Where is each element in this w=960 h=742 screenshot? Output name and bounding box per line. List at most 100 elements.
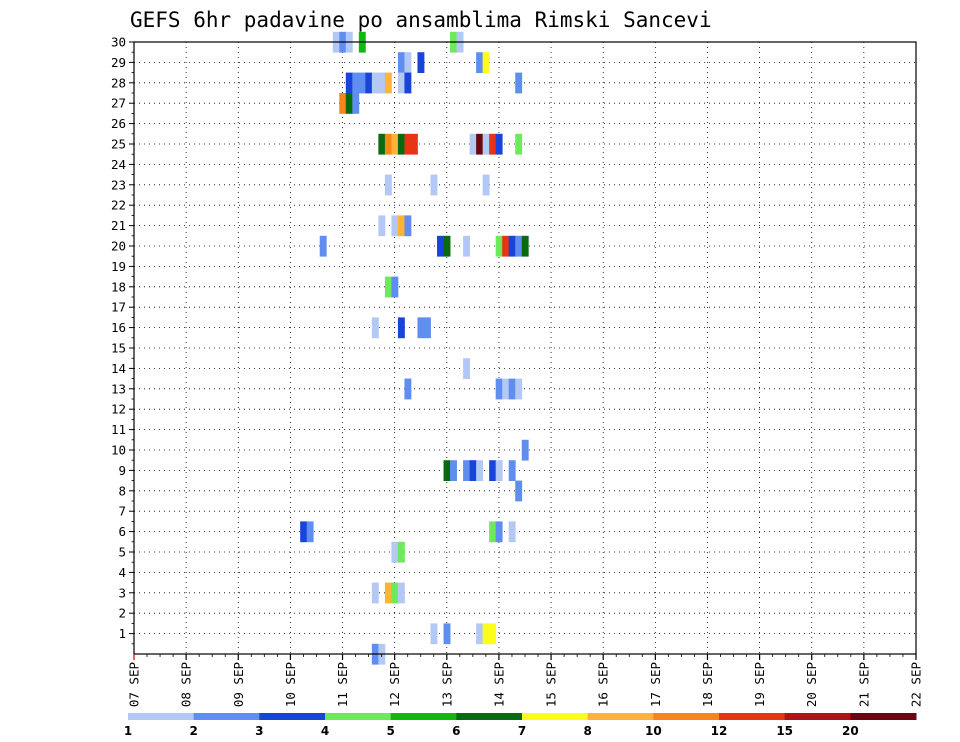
y-tick-label: 12	[111, 402, 126, 417]
y-tick-label: 10	[111, 443, 126, 458]
y-tick-label: 17	[111, 300, 126, 315]
heatmap-cell	[508, 460, 516, 481]
x-tick-label: 09 SEP	[231, 662, 246, 707]
legend-swatch	[456, 713, 523, 720]
legend-label: 12	[711, 724, 728, 738]
heatmap-cell	[450, 460, 457, 481]
heatmap-cell	[352, 93, 360, 114]
x-tick-label: 14 SEP	[491, 662, 506, 707]
heatmap-cell	[397, 582, 405, 604]
heatmap-cell	[371, 582, 379, 604]
heatmap-cell	[476, 133, 484, 155]
y-tick-label: 16	[111, 320, 126, 335]
heatmap-cell	[495, 378, 503, 400]
x-tick-label: 21 SEP	[856, 662, 871, 707]
legend-swatch	[128, 713, 195, 720]
heatmap-cell	[495, 235, 503, 257]
color-legend: 1 2 3 4 5 6 7 8 10 12 15 20	[124, 713, 917, 738]
legend-swatch	[325, 713, 392, 720]
heatmap-cell	[521, 439, 529, 461]
heatmap-cell	[391, 276, 399, 298]
heatmap-cell	[437, 235, 444, 257]
x-tick-label: 16 SEP	[596, 662, 611, 707]
heatmap-cell	[430, 623, 438, 645]
heatmap-cell	[397, 52, 405, 73]
heatmap-cell	[384, 582, 392, 604]
heatmap-cell	[378, 72, 386, 94]
heatmap-cell	[495, 133, 503, 155]
heatmap-cell	[391, 582, 399, 604]
y-tick-label: 15	[111, 341, 126, 356]
y-tick-label: 18	[111, 279, 126, 294]
heatmap-cell	[319, 235, 327, 257]
heatmap-cell	[508, 235, 516, 257]
heatmap-cell	[371, 317, 379, 339]
heatmap-cell	[502, 235, 510, 257]
heatmap-cell	[397, 72, 405, 94]
heatmap-cell	[495, 460, 503, 481]
legend-label: 15	[776, 724, 793, 738]
heatmap-cell	[417, 317, 425, 339]
y-tick-label: 8	[118, 483, 126, 498]
heatmap-cell	[463, 460, 471, 481]
legend-swatch	[850, 713, 917, 720]
y-tick-label: 11	[111, 422, 126, 437]
y-tick-label: 28	[111, 75, 126, 90]
legend-label: 8	[583, 724, 591, 738]
legend-label: 10	[645, 724, 662, 738]
heatmap-cell	[339, 93, 347, 114]
heatmap-cell	[404, 72, 412, 94]
heatmap-cell	[358, 72, 366, 94]
heatmap-cell	[378, 215, 386, 237]
heatmap-cell	[489, 623, 497, 645]
x-tick-label: 13 SEP	[439, 662, 454, 707]
heatmap-cell	[508, 378, 516, 400]
y-tick-label: 2	[118, 606, 126, 621]
heatmap-cell	[417, 52, 425, 73]
heatmap-cell	[469, 460, 477, 481]
x-tick-label: 17 SEP	[648, 662, 663, 707]
y-tick-label: 13	[111, 381, 126, 396]
y-tick-label: 9	[118, 463, 126, 478]
legend-label: 4	[321, 724, 329, 738]
y-tick-label: 5	[118, 545, 126, 560]
x-tick-label: 11 SEP	[335, 662, 350, 707]
y-tick-label: 3	[118, 585, 126, 600]
heatmap-cell	[476, 52, 484, 73]
heatmap-cell	[489, 460, 497, 481]
legend-label: 2	[189, 724, 197, 738]
heatmap-cell	[384, 133, 392, 155]
heatmap-cell	[482, 133, 490, 155]
y-tick-label: 23	[111, 177, 126, 192]
heatmap-cell	[365, 72, 373, 94]
y-tick-label: 6	[118, 524, 126, 539]
y-tick-label: 29	[111, 55, 126, 70]
legend-swatch	[784, 713, 851, 720]
heatmap-cell	[515, 378, 523, 400]
heatmap-cell	[384, 276, 392, 298]
heatmap-cell	[489, 133, 497, 155]
legend-label: 6	[452, 724, 460, 738]
heatmap-cell	[521, 235, 529, 257]
y-tick-label: 4	[118, 565, 126, 580]
heatmap-cell	[397, 133, 405, 155]
heatmap-cell	[515, 133, 523, 155]
y-tick-label: 1	[118, 626, 126, 641]
heatmap-cell	[515, 72, 523, 94]
x-tick-label: 12 SEP	[387, 662, 402, 707]
heatmap-cell	[404, 378, 412, 400]
y-axis: 1234567891011121314151617181920212223242…	[111, 35, 134, 645]
legend-swatch	[193, 713, 260, 720]
heatmap-cell	[463, 358, 471, 379]
x-tick-label: 18 SEP	[700, 662, 715, 707]
heatmap-cell	[404, 215, 412, 237]
heatmap-cell	[463, 235, 471, 257]
heatmap-cell	[476, 623, 484, 645]
heatmap-cell	[397, 215, 405, 237]
heatmap-cell	[443, 623, 451, 645]
x-tick-label: 10 SEP	[283, 662, 298, 707]
legend-swatch	[259, 713, 326, 720]
heatmap-cell	[391, 133, 399, 155]
heatmap-cell	[443, 235, 451, 257]
